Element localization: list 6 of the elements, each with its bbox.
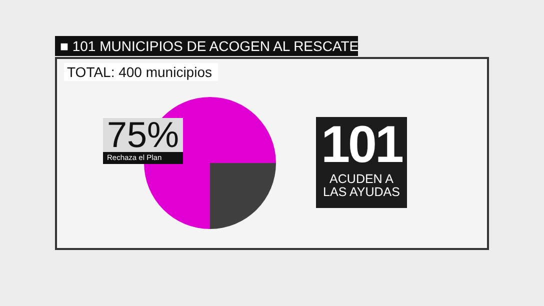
text: ACUDEN A LAS AYUDAS xyxy=(322,172,401,199)
text: 101 xyxy=(321,116,402,174)
chart-title: ■ 101 MUNICIPIOS DE ACOGEN AL RESCATE xyxy=(55,36,359,56)
chart-subtitle: TOTAL: 400 municipios xyxy=(64,63,218,81)
pie-slice xyxy=(210,163,276,229)
data-label: 75% xyxy=(106,114,180,155)
